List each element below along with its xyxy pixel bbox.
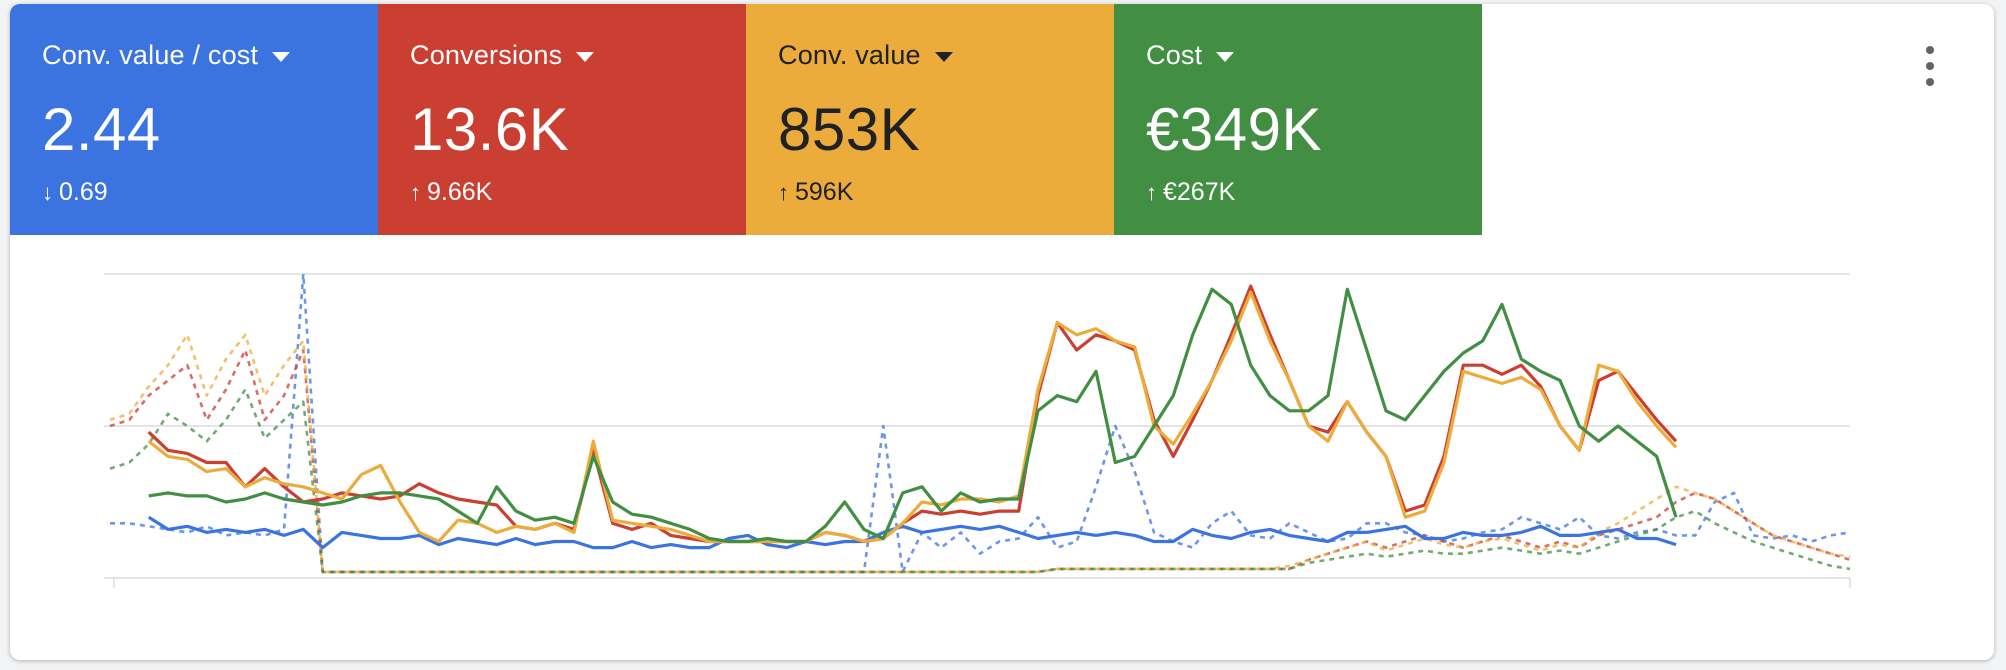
series-line-green-previous <box>109 388 1851 574</box>
metric-delta: ↑ €267K <box>1146 178 1235 207</box>
arrow-down-icon: ↓ <box>42 179 53 205</box>
menu-dot <box>1926 46 1934 54</box>
metric-label: Cost <box>1146 40 1203 70</box>
metric-delta: ↑ 596K <box>778 178 853 207</box>
metric-selector[interactable]: Conv. value <box>778 40 953 71</box>
metric-tile-cost[interactable]: Cost €349K ↑ €267K <box>1114 4 1482 235</box>
performance-card: Conv. value / cost 2.44 ↓ 0.69 Conversio… <box>10 4 1994 660</box>
metric-selector[interactable]: Conv. value / cost <box>42 40 291 71</box>
arrow-up-icon: ↑ <box>410 179 421 205</box>
menu-dot <box>1926 62 1934 70</box>
metric-selector[interactable]: Cost <box>1146 40 1235 71</box>
metric-tile-conversions[interactable]: Conversions 13.6K ↑ 9.66K <box>378 4 746 235</box>
arrow-up-icon: ↑ <box>1146 179 1157 205</box>
metric-delta-value: 596K <box>795 178 854 206</box>
metric-label: Conv. value <box>778 40 921 70</box>
metric-delta: ↓ 0.69 <box>42 178 108 207</box>
series-line-green-current <box>148 287 1678 544</box>
metric-delta-value: €267K <box>1163 178 1236 206</box>
dropdown-arrow-icon <box>576 52 595 62</box>
arrow-up-icon: ↑ <box>778 179 789 205</box>
series-line-yellow-previous <box>109 333 1851 574</box>
metric-value: 2.44 <box>42 96 161 163</box>
dropdown-arrow-icon <box>272 52 291 62</box>
performance-line-chart <box>104 272 1851 588</box>
more-vert-icon[interactable] <box>1920 46 1940 86</box>
dropdown-arrow-icon <box>934 52 953 62</box>
metric-delta-value: 0.69 <box>59 178 108 206</box>
dropdown-arrow-icon <box>1216 52 1235 62</box>
menu-dot <box>1926 78 1934 86</box>
series-line-yellow-current <box>147 290 1678 544</box>
metric-tiles: Conv. value / cost 2.44 ↓ 0.69 Conversio… <box>10 4 1482 235</box>
metric-value: 853K <box>778 96 921 163</box>
metric-value: €349K <box>1146 96 1322 163</box>
metric-label: Conversions <box>410 40 563 70</box>
series-line-blue-current <box>147 515 1677 550</box>
metric-value: 13.6K <box>410 96 570 163</box>
metric-label: Conv. value / cost <box>42 40 259 70</box>
series-line-red-current <box>147 284 1678 544</box>
metric-selector[interactable]: Conversions <box>410 40 595 71</box>
metric-tile-conv-value[interactable]: Conv. value 853K ↑ 596K <box>746 4 1114 235</box>
metric-delta-value: 9.66K <box>427 178 493 206</box>
metric-tile-conv-value-cost[interactable]: Conv. value / cost 2.44 ↓ 0.69 <box>10 4 378 235</box>
series-line-blue-previous <box>110 272 1851 574</box>
metric-delta: ↑ 9.66K <box>410 178 492 207</box>
